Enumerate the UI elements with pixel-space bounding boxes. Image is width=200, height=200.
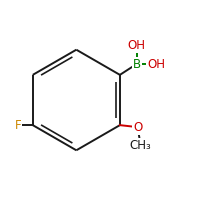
Text: OH: OH — [128, 39, 146, 52]
Text: CH₃: CH₃ — [130, 139, 151, 152]
Text: OH: OH — [147, 58, 165, 71]
Text: F: F — [15, 119, 21, 132]
Text: O: O — [133, 121, 142, 134]
Text: B: B — [133, 58, 141, 71]
